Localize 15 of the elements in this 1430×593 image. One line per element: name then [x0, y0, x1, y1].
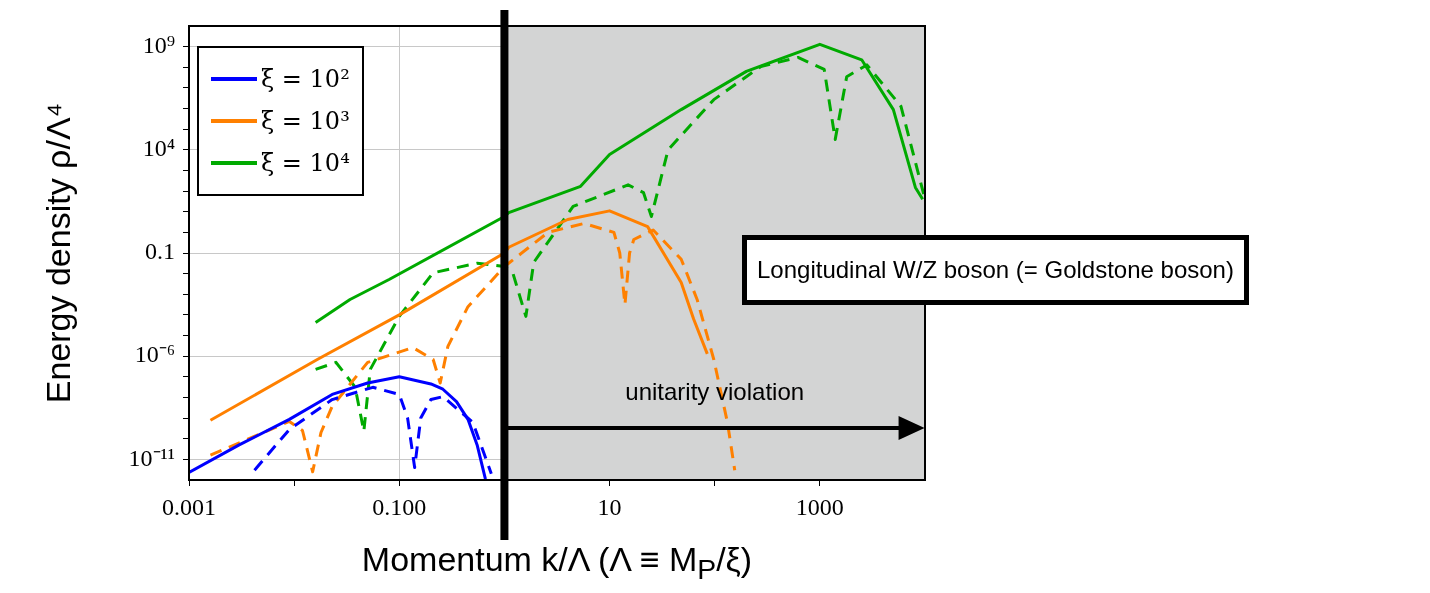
x-tick-label: 1000: [795, 493, 844, 520]
x-axis-title: Momentum k/Λ (Λ ≡ M$_{P}$/ξ): [361, 540, 753, 586]
y-tick-label: 10⁴: [142, 135, 175, 162]
y-tick-label: 10⁻¹¹: [128, 444, 175, 471]
legend-label: ξ = 10⁴: [261, 149, 350, 177]
y-tick-label: 0.1: [145, 238, 175, 265]
y-tick-label: 10⁻⁶: [134, 341, 175, 368]
annotation: Longitudinal W/Z boson (= Goldstone boson): [742, 234, 1249, 305]
x-tick-label: 0.100: [372, 493, 427, 520]
x-tick-label: 10: [597, 493, 622, 520]
x-tick-label: 0.001: [162, 493, 216, 520]
legend-label: ξ = 10²: [261, 65, 350, 93]
y-axis-title: Energy density ρ/Λ⁴: [38, 102, 78, 404]
y-tick-label: 10⁹: [142, 31, 175, 58]
legend-label: ξ = 10³: [261, 107, 350, 135]
